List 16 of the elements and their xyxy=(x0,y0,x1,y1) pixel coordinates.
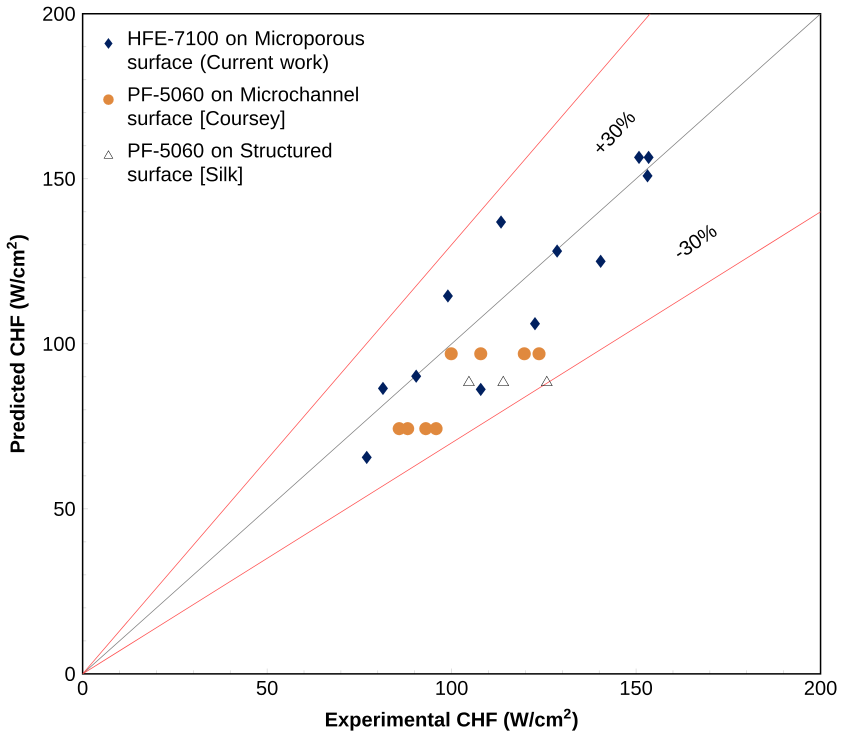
x-tick-label: 200 xyxy=(804,680,837,695)
x-tick-label: 0 xyxy=(78,680,88,695)
y-tick-label: 150 xyxy=(44,172,75,186)
annotation: -30% xyxy=(676,224,717,256)
y-axis-title: Predicted CHF (W/cm$^{2}$) xyxy=(6,235,29,452)
x-tick-label: 150 xyxy=(620,680,652,695)
y-tick-label: 100 xyxy=(44,336,75,351)
x-axis-title: Experimental CHF (W/cm$^{2}$) xyxy=(326,708,578,730)
y-tick-label: 200 xyxy=(43,6,75,21)
y-tick-label: 0 xyxy=(65,666,75,681)
x-tick-label: 50 xyxy=(256,680,278,695)
legend-label: PF-5060 on Microchannel surface [Coursey] xyxy=(128,86,358,130)
x-tick-label: 100 xyxy=(436,680,468,695)
y-tick-label: 50 xyxy=(54,502,75,516)
legend-label: HFE-7100 on Microporous surface (Current work) xyxy=(128,30,364,73)
legend-label: PF-5060 on Structured surface [Silk] xyxy=(128,142,332,186)
